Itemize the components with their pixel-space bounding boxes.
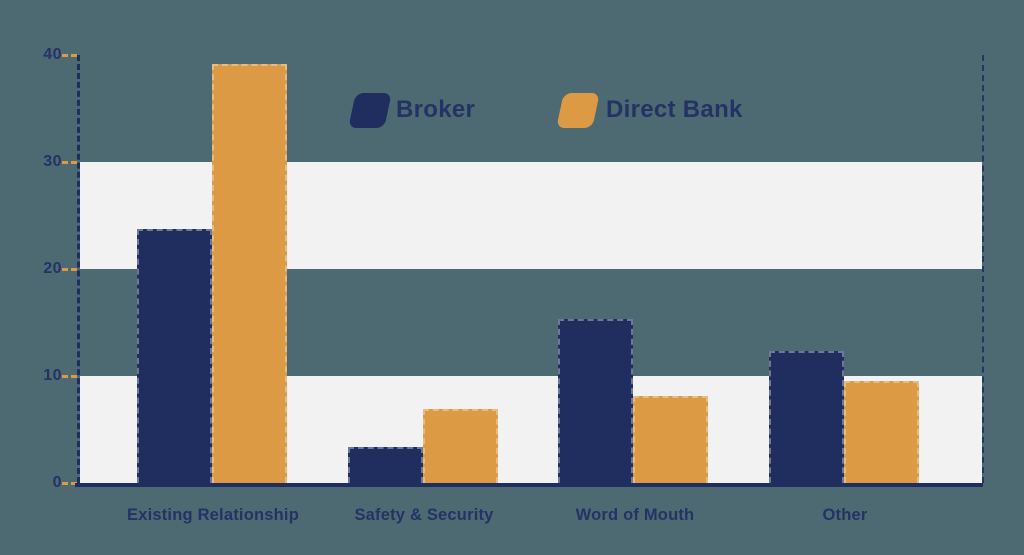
bar-broker-safety-security xyxy=(348,446,423,483)
x-label-safety-security: Safety & Security xyxy=(354,506,494,524)
bar-direct-bank-safety-security xyxy=(423,409,498,483)
bar-broker-word-of-mouth xyxy=(558,319,633,483)
plot-area xyxy=(77,55,984,483)
bar-broker-other xyxy=(769,351,844,483)
bar-group-safety-security xyxy=(348,55,498,483)
bar-group-other xyxy=(769,55,919,483)
y-axis-tick-30 xyxy=(62,161,77,164)
bar-group-word-of-mouth xyxy=(558,55,708,483)
y-axis-tick-40 xyxy=(62,54,77,57)
x-label-word-of-mouth: Word of Mouth xyxy=(575,506,695,524)
x-label-existing-relationship: Existing Relationship xyxy=(127,506,299,524)
x-label-other: Other xyxy=(822,506,868,524)
y-tick-label-0: 0 xyxy=(52,474,62,491)
direct-bank-legend-label: Direct Bank xyxy=(606,96,743,123)
bar-group-existing-relationship xyxy=(137,55,287,483)
y-axis-tick-0 xyxy=(62,482,77,485)
y-tick-label-20: 20 xyxy=(43,260,62,277)
y-axis-tick-10 xyxy=(62,375,77,378)
bar-direct-bank-existing-relationship xyxy=(212,63,287,483)
y-axis-tick-20 xyxy=(62,268,77,271)
bar-direct-bank-word-of-mouth xyxy=(633,396,708,483)
bars-layer xyxy=(80,55,982,483)
y-tick-label-30: 30 xyxy=(43,153,62,170)
y-tick-label-40: 40 xyxy=(43,46,62,63)
y-tick-label-10: 10 xyxy=(43,367,62,384)
bar-broker-existing-relationship xyxy=(137,229,212,483)
bar-direct-bank-other xyxy=(844,381,919,483)
broker-legend-label: Broker xyxy=(396,96,476,123)
x-axis-line xyxy=(75,483,983,487)
